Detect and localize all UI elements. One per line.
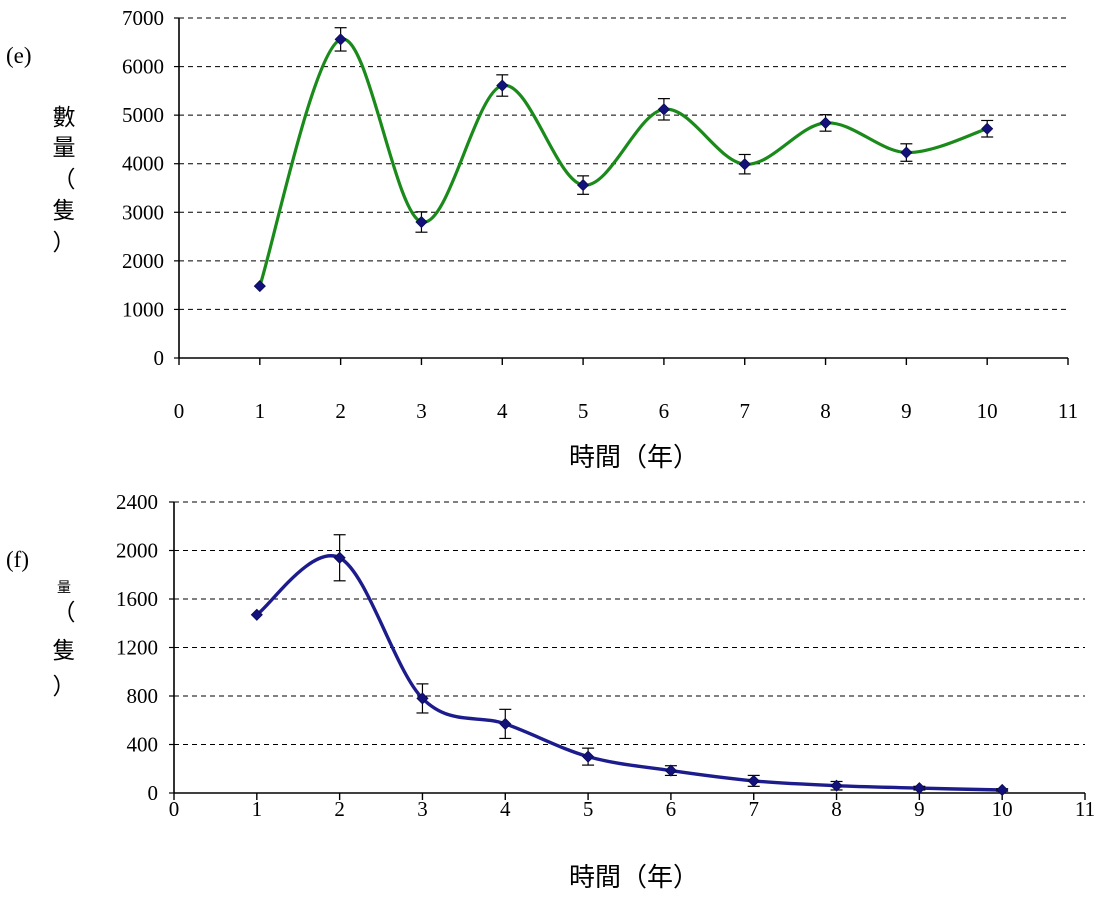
chart-e-point — [738, 158, 751, 171]
chart-f-point — [747, 774, 760, 787]
chart-f-xtick-label: 4 — [500, 797, 511, 821]
chart-e-ytick-label: 7000 — [122, 6, 164, 30]
chart-e-ytick-label: 1000 — [122, 297, 164, 321]
chart-e-point — [334, 33, 347, 46]
chart-e-ytick-label: 2000 — [122, 249, 164, 273]
chart-e-point — [657, 103, 670, 116]
chart-e-ylabel-char: （ — [53, 167, 76, 193]
chart-e-xtick-label: 1 — [255, 399, 266, 423]
chart-e-xtick-label: 4 — [497, 399, 508, 423]
chart-e-point — [981, 122, 994, 135]
chart-e-point — [415, 215, 428, 229]
chart-f-xtick-label: 10 — [992, 797, 1013, 821]
chart-f-ylabel-char: 隻 — [53, 638, 76, 664]
chart-f-point — [582, 750, 595, 763]
chart-f-xtick-label: 5 — [583, 797, 594, 821]
chart-e-xtick-label: 8 — [820, 399, 831, 423]
chart-f-point — [250, 608, 263, 621]
chart-f-xlabel: 時間（年） — [569, 863, 699, 893]
chart-e-panel-label: (e) — [6, 43, 32, 68]
chart-f-xtick-label: 8 — [831, 797, 842, 821]
chart-f-ylabel-char: 量 — [57, 580, 71, 596]
chart-f-ylabel-char: （ — [53, 600, 76, 626]
chart-e-ylabel: 數 量 （ 隻 ） — [53, 105, 76, 256]
chart-f-panel-label: (f) — [6, 547, 29, 572]
chart-f-point — [333, 551, 346, 564]
chart-f-ytick-label: 0 — [148, 781, 159, 805]
chart-e-point — [496, 79, 509, 92]
chart-e-ylabel-char: 數 — [53, 105, 76, 131]
chart-f-ytick-label: 1600 — [116, 587, 158, 611]
chart-f-point — [416, 692, 429, 705]
chart-e-point — [253, 280, 266, 293]
chart-f-xtick-label: 9 — [914, 797, 925, 821]
chart-f-xtick-label: 3 — [417, 797, 428, 821]
chart-f-xtick-label: 7 — [748, 797, 759, 821]
chart-f-ytick-label: 400 — [127, 733, 159, 757]
chart-e-xtick-label: 10 — [977, 399, 998, 423]
chart-e-xtick-label: 2 — [335, 399, 346, 423]
chart-e: (e) 數 量 （ 隻 ） 時間（年） 0 1000 2000 3000 4000 500… — [6, 6, 1078, 473]
chart-e-xtick-label: 0 — [174, 399, 185, 423]
chart-f-ytick-label: 1200 — [116, 636, 158, 660]
chart-f-xtick-label: 2 — [334, 797, 345, 821]
chart-e-xtick-label: 5 — [578, 399, 589, 423]
chart-f-point — [499, 717, 512, 730]
chart-e-ytick-label: 5000 — [122, 103, 164, 127]
chart-f-xtick-label: 1 — [252, 797, 263, 821]
chart-f-ylabel-char: ） — [53, 674, 76, 700]
chart-f-xtick-label: 6 — [666, 797, 677, 821]
chart-e-xtick-label: 3 — [416, 399, 427, 423]
chart-e-ytick-label: 0 — [154, 346, 165, 370]
chart-e-point — [819, 116, 832, 129]
chart-e-xtick-label: 11 — [1058, 399, 1078, 423]
chart-e-point — [577, 179, 590, 192]
chart-f-point — [996, 783, 1009, 797]
chart-f-xtick-label: 0 — [169, 797, 180, 821]
chart-f-series-line — [255, 554, 1004, 792]
chart-f-ytick-label: 800 — [127, 684, 159, 708]
chart-e-ytick-label: 4000 — [122, 152, 164, 176]
chart-e-ylabel-char: 量 — [53, 135, 76, 161]
chart-e-ylabel-char: 隻 — [53, 198, 76, 224]
chart-f-ytick-label: 2000 — [116, 539, 158, 563]
chart-e-series-line — [258, 37, 989, 288]
chart-f-xtick-label: 11 — [1075, 797, 1095, 821]
chart-e-ylabel-char: ） — [53, 230, 76, 256]
chart-f-point — [830, 779, 843, 792]
chart-e-xtick-label: 9 — [901, 399, 912, 423]
chart-e-ytick-label: 6000 — [122, 55, 164, 79]
chart-e-xlabel: 時間（年） — [569, 443, 699, 473]
chart-f-ylabel: 量 （ 隻 ） — [53, 580, 76, 700]
chart-e-xtick-label: 6 — [659, 399, 670, 423]
chart-e-ytick-label: 3000 — [122, 200, 164, 224]
chart-e-point — [900, 146, 913, 159]
chart-f-point — [913, 782, 926, 795]
chart-f: (f) 量 （ 隻 ） 時間（年） 0400800120016002000240… — [6, 490, 1095, 893]
chart-f-ytick-label: 2400 — [116, 490, 158, 514]
chart-e-xtick-label: 7 — [739, 399, 750, 423]
chart-f-point — [664, 764, 677, 777]
